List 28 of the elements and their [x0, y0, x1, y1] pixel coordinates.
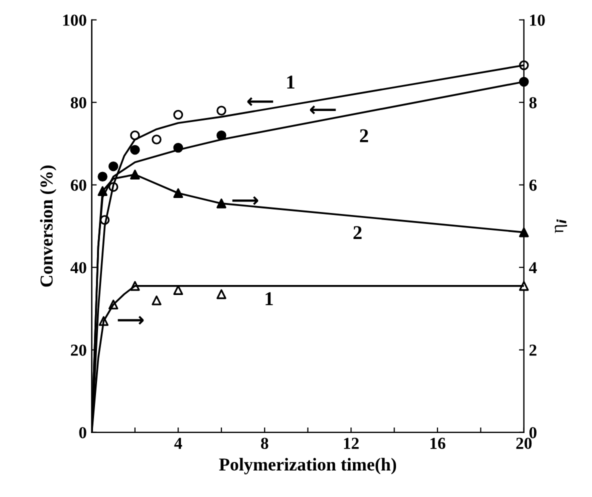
y2-tick-label: 0 [529, 427, 536, 438]
y-tick-label: 80 [70, 97, 86, 108]
y2-tick-label: 4 [529, 262, 537, 274]
x-tick-label: 16 [430, 438, 446, 449]
annotation: ⟵ [310, 106, 336, 114]
annotation: 1 [266, 292, 273, 306]
x-tick-label: 4 [174, 438, 182, 449]
y2-tick-label: 2 [529, 344, 536, 356]
y-tick-label: 60 [70, 180, 86, 191]
annotation: 1 [287, 76, 294, 88]
y2-axis-title: η$_{i}$ [554, 219, 568, 234]
x-tick-label: 8 [261, 438, 268, 449]
y-tick-label: 100 [63, 14, 86, 26]
annotation: ⟶ [232, 196, 258, 206]
annotation: ⟵ [247, 97, 274, 106]
x-tick-label: 12 [344, 438, 359, 449]
y2-tick-label: 10 [530, 14, 545, 26]
annotation: 2 [360, 129, 368, 142]
y-axis-title: Conversion (%) [40, 165, 56, 287]
y-tick-label: 20 [70, 344, 86, 356]
y-tick-label: 40 [70, 262, 86, 274]
y2-tick-label: 6 [529, 180, 537, 191]
y-tick-label: 0 [79, 427, 86, 438]
x-axis-title: Polymerization time(h) [219, 458, 396, 474]
y2-tick-label: 8 [529, 97, 537, 108]
annotation: 2 [353, 226, 362, 240]
x-tick-label: 20 [516, 438, 532, 449]
annotation: ⟶ [118, 316, 144, 325]
